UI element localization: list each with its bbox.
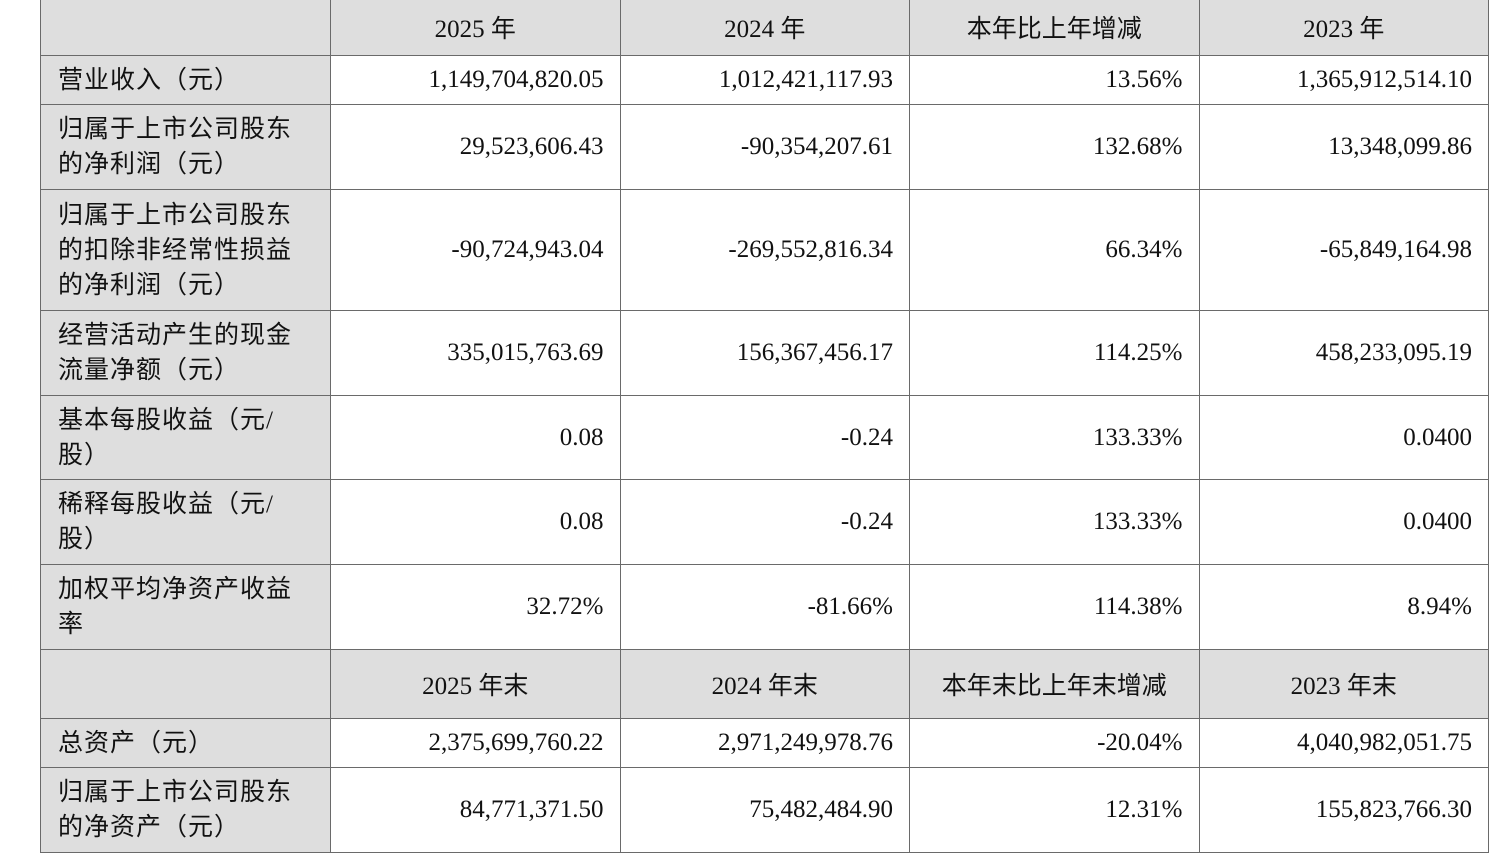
row-label: 归属于上市公司股东的净利润（元）	[40, 104, 331, 190]
row-label: 稀释每股收益（元/股）	[40, 479, 331, 565]
value-cell: -269,552,816.34	[619, 189, 910, 311]
value-cell: 1,012,421,117.93	[619, 55, 910, 105]
value-cell: 1,149,704,820.05	[330, 55, 621, 105]
table-row: 总资产（元） 2,375,699,760.22 2,971,249,978.76 -2…	[40, 718, 1489, 768]
column-header: 2024 年	[619, 0, 910, 56]
row-label-text: 稀释每股收益（元/股）	[58, 491, 274, 553]
column-header: 2025 年	[330, 0, 621, 56]
value-cell: 2,971,249,978.76	[619, 718, 910, 768]
table-row: 归属于上市公司股东的净资产（元） 84,771,371.50 75,482,484.…	[40, 767, 1489, 853]
row-label: 归属于上市公司股东的净资产（元）	[40, 767, 331, 853]
table-row: 经营活动产生的现金流量净额（元） 335,015,763.69 156,367,45…	[40, 310, 1489, 396]
row-label-text: 加权平均净资产收益率	[58, 576, 293, 638]
value-cell: 66.34%	[909, 189, 1200, 311]
value-cell: 13,348,099.86	[1198, 104, 1489, 190]
header-corner	[40, 649, 331, 719]
value-cell: 32.72%	[330, 564, 621, 650]
value-cell: -0.24	[619, 395, 910, 480]
row-label: 归属于上市公司股东的扣除非经常性损益的净利润（元）	[40, 189, 331, 311]
value-cell: 133.33%	[909, 479, 1200, 565]
column-header: 本年比上年增减	[909, 0, 1200, 56]
row-label-text: 营业收入（元）	[58, 66, 241, 94]
table-row: 稀释每股收益（元/股） 0.08 -0.24 133.33% 0.0400	[40, 479, 1489, 565]
row-label: 营业收入（元）	[40, 55, 331, 105]
value-cell: 8.94%	[1198, 564, 1489, 650]
header-row: 2025 年末 2024 年末 本年末比上年末增减 2023 年末	[40, 649, 1489, 719]
row-label: 总资产（元）	[40, 718, 331, 768]
value-cell: 75,482,484.90	[619, 767, 910, 853]
column-header: 2025 年末	[330, 649, 621, 719]
value-cell: -90,724,943.04	[330, 189, 621, 311]
value-cell: 114.25%	[909, 310, 1200, 396]
row-label-text: 归属于上市公司股东的净利润（元）	[58, 116, 293, 178]
row-label-text: 总资产（元）	[58, 729, 215, 757]
row-label-text: 归属于上市公司股东的净资产（元）	[58, 779, 293, 841]
table-row: 归属于上市公司股东的扣除非经常性损益的净利润（元） -90,724,943.04-…	[40, 189, 1489, 311]
value-cell: 335,015,763.69	[330, 310, 621, 396]
value-cell: 0.08	[330, 395, 621, 480]
table-row: 营业收入（元） 1,149,704,820.05 1,012,421,117.93 1…	[40, 55, 1489, 105]
value-cell: -90,354,207.61	[619, 104, 910, 190]
value-cell: -65,849,164.98	[1198, 189, 1489, 311]
row-label-text: 归属于上市公司股东的扣除非经常性损益的净利润（元）	[58, 201, 293, 299]
value-cell: 114.38%	[909, 564, 1200, 650]
value-cell: 0.0400	[1198, 479, 1489, 565]
row-label-text: 基本每股收益（元/股）	[58, 406, 274, 469]
header-row: 2025 年 2024 年本年比上年增减 2023 年	[40, 0, 1489, 56]
value-cell: 84,771,371.50	[330, 767, 621, 853]
value-cell: 156,367,456.17	[619, 310, 910, 396]
value-cell: 133.33%	[909, 395, 1200, 480]
value-cell: 132.68%	[909, 104, 1200, 190]
value-cell: -81.66%	[619, 564, 910, 650]
column-header: 本年末比上年末增减	[909, 649, 1200, 719]
financial-summary-table: 2025 年 2024 年本年比上年增减 2023 年营业收入（元） 1,149,70…	[40, 0, 1489, 853]
row-label-text: 经营活动产生的现金流量净额（元）	[58, 322, 293, 384]
table-row: 加权平均净资产收益率 32.72% -81.66% 114.38% 8.94%	[40, 564, 1489, 650]
value-cell: 29,523,606.43	[330, 104, 621, 190]
value-cell: 12.31%	[909, 767, 1200, 853]
column-header: 2023 年末	[1198, 649, 1489, 719]
value-cell: 4,040,982,051.75	[1198, 718, 1489, 768]
row-label: 经营活动产生的现金流量净额（元）	[40, 310, 331, 396]
value-cell: 13.56%	[909, 55, 1200, 105]
value-cell: 155,823,766.30	[1198, 767, 1489, 853]
value-cell: 0.08	[330, 479, 621, 565]
value-cell: 458,233,095.19	[1198, 310, 1489, 396]
value-cell: 1,365,912,514.10	[1198, 55, 1489, 105]
row-label: 加权平均净资产收益率	[40, 564, 331, 650]
row-label: 基本每股收益（元/股）	[40, 395, 331, 480]
table-row: 基本每股收益（元/股） 0.08 -0.24 133.33% 0.0400	[40, 395, 1489, 480]
value-cell: -20.04%	[909, 718, 1200, 768]
table-row: 归属于上市公司股东的净利润（元） 29,523,606.43 -90,354,207…	[40, 104, 1489, 190]
header-corner	[40, 0, 331, 56]
column-header: 2023 年	[1198, 0, 1489, 56]
value-cell: 0.0400	[1198, 395, 1489, 480]
value-cell: -0.24	[619, 479, 910, 565]
column-header: 2024 年末	[619, 649, 910, 719]
value-cell: 2,375,699,760.22	[330, 718, 621, 768]
